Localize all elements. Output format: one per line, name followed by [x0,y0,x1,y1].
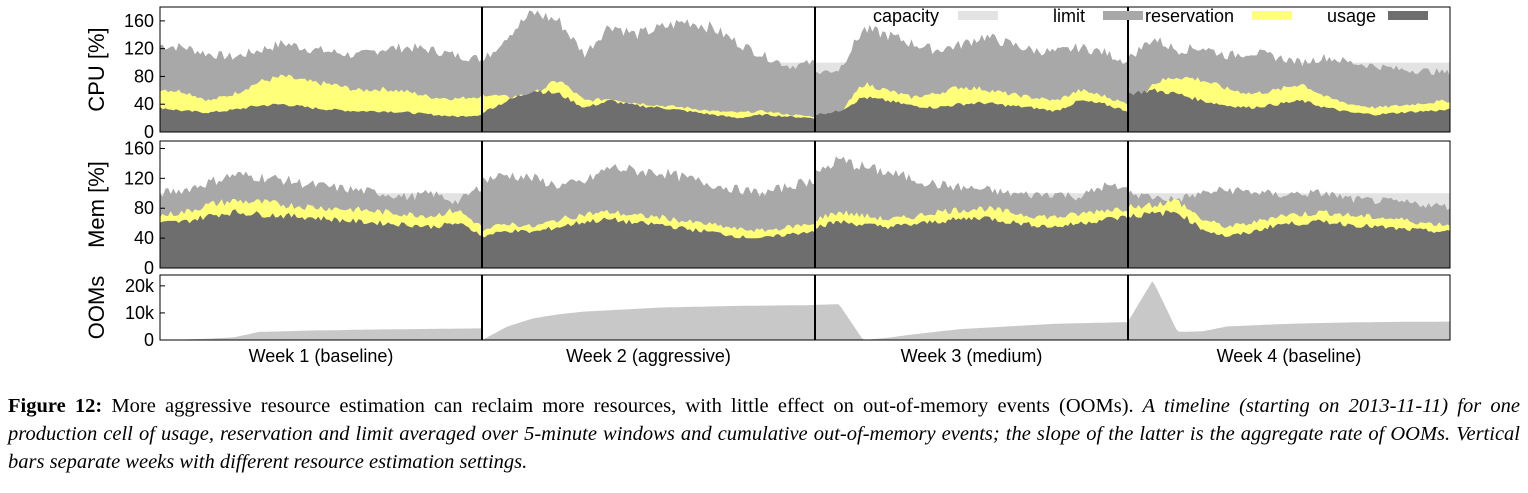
legend-swatch-usage [1388,11,1428,20]
series-ooms-week-1 [160,328,482,340]
series-ooms-week-3 [815,304,1128,340]
series-ooms-week-4 [1128,281,1450,340]
panel-1: 0 40 80 120 160 CPU [%] capacity limit reservati… [84,6,1451,142]
week-label-3: Week 3 (medium) [901,346,1043,366]
caption-text: More aggressive resource estimation can … [102,395,1134,417]
panel-2: 0 40 80 120 160 Mem [%] [84,138,1451,278]
y-tick-label: 40 [134,228,154,248]
y-axis-label: Mem [%] [84,161,109,248]
y-tick-label: 80 [134,198,154,218]
y-tick-label: 160 [124,11,154,31]
y-axis-label: OOMs [84,276,109,340]
y-tick-label: 120 [124,39,154,59]
y-tick-label: 160 [124,138,154,158]
y-tick-label: 40 [134,94,154,114]
panel-frame [159,274,1451,341]
y-tick-label: 120 [124,168,154,188]
series-usage-week-1 [160,103,482,132]
y-tick-label: 0 [144,122,154,142]
legend-swatch-limit [1103,11,1143,20]
series-usage-week-3 [815,96,1128,132]
week-label-4: Week 4 (baseline) [1217,346,1362,366]
y-axis-label: CPU [%] [84,27,109,111]
week-labels: Week 1 (baseline) Week 2 (aggressive) Week… [249,346,1362,366]
y-tick-label: 0 [144,258,154,278]
legend-swatch-capacity [958,11,998,20]
week-label-1: Week 1 (baseline) [249,346,394,366]
series-usage-week-3 [815,215,1128,268]
figure: 0 40 80 120 160 CPU [%] capacity limit reservati… [84,6,1451,366]
y-tick-label: 80 [134,66,154,86]
panel-3: 0 10k 20k OOMs [84,274,1451,350]
caption-label: Figure 12: [8,395,103,417]
panel-frame [159,140,1451,269]
series-usage-week-4 [1128,210,1450,268]
legend-label-limit: limit [1053,6,1085,26]
timeline-chart: 0 40 80 120 160 CPU [%] capacity limit reservati… [84,6,1451,366]
series-ooms-week-2 [482,305,815,340]
series-usage-week-1 [160,209,482,268]
legend-swatch-reservation [1252,11,1292,20]
caption-italic: A timeline (starting on 2013-11-11) for … [8,395,1520,473]
series-usage-week-4 [1128,88,1450,132]
legend-label-usage: usage [1327,6,1376,26]
figure-caption: Figure 12: More aggressive resource esti… [8,392,1520,476]
y-tick-label: 0 [144,330,154,350]
panel-frame [159,6,1451,133]
y-tick-label: 10k [125,303,155,323]
y-tick-label: 20k [125,276,155,296]
legend-label-capacity: capacity [873,6,939,26]
series-usage-week-2 [482,217,815,268]
series-usage-week-2 [482,90,815,132]
week-label-2: Week 2 (aggressive) [566,346,731,366]
legend-label-reservation: reservation [1145,6,1234,26]
